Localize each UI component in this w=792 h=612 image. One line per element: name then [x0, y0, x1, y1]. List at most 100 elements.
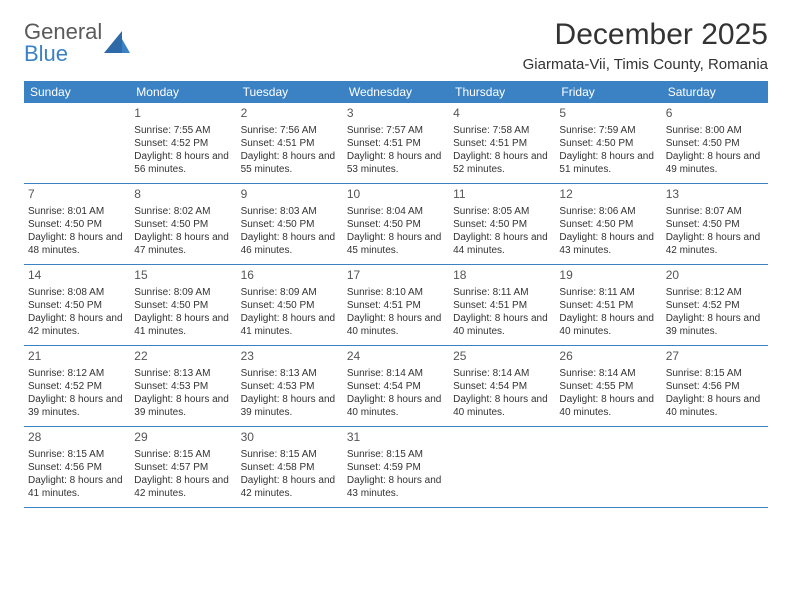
- day-number: 22: [134, 349, 232, 365]
- weeks-container: 1Sunrise: 7:55 AMSunset: 4:52 PMDaylight…: [24, 103, 768, 508]
- day-cell: 19Sunrise: 8:11 AMSunset: 4:51 PMDayligh…: [555, 265, 661, 345]
- sunset-line: Sunset: 4:53 PM: [134, 380, 232, 393]
- daylight-line: Daylight: 8 hours and 44 minutes.: [453, 231, 551, 257]
- daylight-line: Daylight: 8 hours and 39 minutes.: [666, 312, 764, 338]
- sunrise-line: Sunrise: 8:15 AM: [28, 448, 126, 461]
- week-row: 21Sunrise: 8:12 AMSunset: 4:52 PMDayligh…: [24, 346, 768, 427]
- weekday-header: Tuesday: [237, 81, 343, 103]
- day-number: 2: [241, 106, 339, 122]
- page-header: General Blue December 2025 Giarmata-Vii,…: [24, 18, 768, 73]
- week-row: 28Sunrise: 8:15 AMSunset: 4:56 PMDayligh…: [24, 427, 768, 508]
- sunset-line: Sunset: 4:50 PM: [666, 218, 764, 231]
- day-number: 14: [28, 268, 126, 284]
- logo-text-block: General Blue: [24, 22, 102, 66]
- day-number: 7: [28, 187, 126, 203]
- daylight-line: Daylight: 8 hours and 47 minutes.: [134, 231, 232, 257]
- sunrise-line: Sunrise: 8:07 AM: [666, 205, 764, 218]
- daylight-line: Daylight: 8 hours and 41 minutes.: [241, 312, 339, 338]
- day-number: 9: [241, 187, 339, 203]
- sunset-line: Sunset: 4:53 PM: [241, 380, 339, 393]
- sunset-line: Sunset: 4:52 PM: [666, 299, 764, 312]
- daylight-line: Daylight: 8 hours and 42 minutes.: [666, 231, 764, 257]
- daylight-line: Daylight: 8 hours and 40 minutes.: [559, 312, 657, 338]
- day-cell: 7Sunrise: 8:01 AMSunset: 4:50 PMDaylight…: [24, 184, 130, 264]
- day-number: 13: [666, 187, 764, 203]
- day-number: 8: [134, 187, 232, 203]
- sunset-line: Sunset: 4:51 PM: [241, 137, 339, 150]
- sunrise-line: Sunrise: 8:01 AM: [28, 205, 126, 218]
- daylight-line: Daylight: 8 hours and 52 minutes.: [453, 150, 551, 176]
- daylight-line: Daylight: 8 hours and 41 minutes.: [134, 312, 232, 338]
- daylight-line: Daylight: 8 hours and 43 minutes.: [559, 231, 657, 257]
- weekday-header: Monday: [130, 81, 236, 103]
- day-cell: 2Sunrise: 7:56 AMSunset: 4:51 PMDaylight…: [237, 103, 343, 183]
- logo: General Blue: [24, 18, 130, 66]
- day-number: 21: [28, 349, 126, 365]
- daylight-line: Daylight: 8 hours and 39 minutes.: [241, 393, 339, 419]
- sunrise-line: Sunrise: 8:08 AM: [28, 286, 126, 299]
- sunset-line: Sunset: 4:56 PM: [666, 380, 764, 393]
- weekday-header-row: SundayMondayTuesdayWednesdayThursdayFrid…: [24, 81, 768, 103]
- day-number: 10: [347, 187, 445, 203]
- sunrise-line: Sunrise: 8:09 AM: [134, 286, 232, 299]
- day-number: 11: [453, 187, 551, 203]
- sunset-line: Sunset: 4:52 PM: [134, 137, 232, 150]
- daylight-line: Daylight: 8 hours and 43 minutes.: [347, 474, 445, 500]
- day-cell: 8Sunrise: 8:02 AMSunset: 4:50 PMDaylight…: [130, 184, 236, 264]
- day-cell: 24Sunrise: 8:14 AMSunset: 4:54 PMDayligh…: [343, 346, 449, 426]
- sunrise-line: Sunrise: 8:03 AM: [241, 205, 339, 218]
- day-cell: 27Sunrise: 8:15 AMSunset: 4:56 PMDayligh…: [662, 346, 768, 426]
- day-number: 26: [559, 349, 657, 365]
- month-title: December 2025: [523, 18, 768, 52]
- sunset-line: Sunset: 4:59 PM: [347, 461, 445, 474]
- sunrise-line: Sunrise: 8:15 AM: [666, 367, 764, 380]
- sunset-line: Sunset: 4:50 PM: [347, 218, 445, 231]
- sunrise-line: Sunrise: 8:14 AM: [453, 367, 551, 380]
- sunset-line: Sunset: 4:50 PM: [559, 218, 657, 231]
- daylight-line: Daylight: 8 hours and 51 minutes.: [559, 150, 657, 176]
- day-number: 6: [666, 106, 764, 122]
- empty-day-cell: [662, 427, 768, 507]
- logo-word2: Blue: [24, 41, 68, 66]
- weekday-header: Saturday: [662, 81, 768, 103]
- daylight-line: Daylight: 8 hours and 55 minutes.: [241, 150, 339, 176]
- logo-triangle-icon: [104, 31, 130, 58]
- day-number: 1: [134, 106, 232, 122]
- sunrise-line: Sunrise: 8:02 AM: [134, 205, 232, 218]
- daylight-line: Daylight: 8 hours and 40 minutes.: [453, 393, 551, 419]
- sunset-line: Sunset: 4:51 PM: [453, 137, 551, 150]
- location-subtitle: Giarmata-Vii, Timis County, Romania: [523, 56, 768, 73]
- daylight-line: Daylight: 8 hours and 41 minutes.: [28, 474, 126, 500]
- day-cell: 22Sunrise: 8:13 AMSunset: 4:53 PMDayligh…: [130, 346, 236, 426]
- week-row: 14Sunrise: 8:08 AMSunset: 4:50 PMDayligh…: [24, 265, 768, 346]
- weekday-header: Thursday: [449, 81, 555, 103]
- sunrise-line: Sunrise: 7:57 AM: [347, 124, 445, 137]
- daylight-line: Daylight: 8 hours and 40 minutes.: [347, 312, 445, 338]
- day-number: 31: [347, 430, 445, 446]
- sunrise-line: Sunrise: 8:15 AM: [134, 448, 232, 461]
- day-number: 20: [666, 268, 764, 284]
- daylight-line: Daylight: 8 hours and 45 minutes.: [347, 231, 445, 257]
- daylight-line: Daylight: 8 hours and 40 minutes.: [559, 393, 657, 419]
- day-cell: 15Sunrise: 8:09 AMSunset: 4:50 PMDayligh…: [130, 265, 236, 345]
- day-cell: 12Sunrise: 8:06 AMSunset: 4:50 PMDayligh…: [555, 184, 661, 264]
- sunrise-line: Sunrise: 8:15 AM: [347, 448, 445, 461]
- day-number: 25: [453, 349, 551, 365]
- day-cell: 14Sunrise: 8:08 AMSunset: 4:50 PMDayligh…: [24, 265, 130, 345]
- sunrise-line: Sunrise: 8:13 AM: [241, 367, 339, 380]
- daylight-line: Daylight: 8 hours and 53 minutes.: [347, 150, 445, 176]
- day-number: 5: [559, 106, 657, 122]
- day-cell: 21Sunrise: 8:12 AMSunset: 4:52 PMDayligh…: [24, 346, 130, 426]
- weekday-header: Sunday: [24, 81, 130, 103]
- daylight-line: Daylight: 8 hours and 39 minutes.: [134, 393, 232, 419]
- sunset-line: Sunset: 4:50 PM: [241, 299, 339, 312]
- title-block: December 2025 Giarmata-Vii, Timis County…: [523, 18, 768, 73]
- day-cell: 6Sunrise: 8:00 AMSunset: 4:50 PMDaylight…: [662, 103, 768, 183]
- daylight-line: Daylight: 8 hours and 42 minutes.: [28, 312, 126, 338]
- day-cell: 4Sunrise: 7:58 AMSunset: 4:51 PMDaylight…: [449, 103, 555, 183]
- sunrise-line: Sunrise: 8:11 AM: [453, 286, 551, 299]
- day-number: 28: [28, 430, 126, 446]
- sunrise-line: Sunrise: 8:00 AM: [666, 124, 764, 137]
- sunrise-line: Sunrise: 8:06 AM: [559, 205, 657, 218]
- sunset-line: Sunset: 4:50 PM: [453, 218, 551, 231]
